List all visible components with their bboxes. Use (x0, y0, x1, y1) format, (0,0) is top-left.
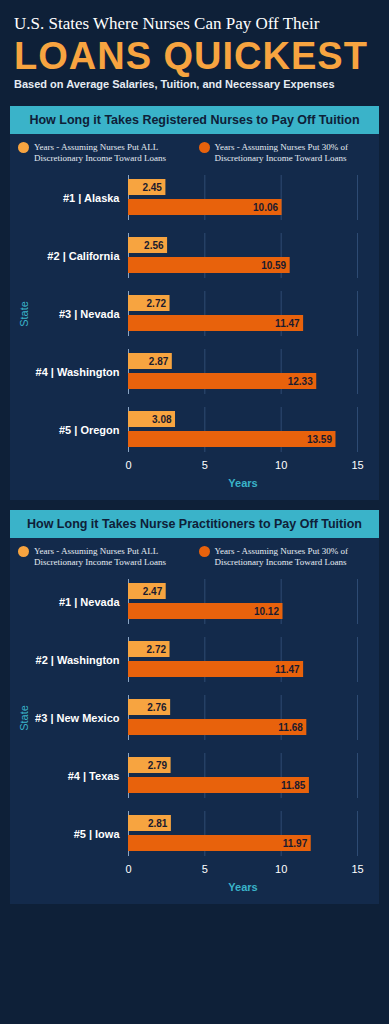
svg-text:#3 | Nevada: #3 | Nevada (59, 308, 120, 320)
svg-text:2.81: 2.81 (148, 818, 168, 829)
svg-text:13.59: 13.59 (307, 434, 332, 445)
svg-text:#1 | Nevada: #1 | Nevada (59, 596, 120, 608)
svg-text:2.47: 2.47 (143, 586, 163, 597)
svg-text:5: 5 (202, 459, 208, 471)
html-text:Years - Assuming Nurses Put AL: Years - Assuming Nurses Put ALL Discreti… (34, 142, 166, 163)
svg-text:2.76: 2.76 (147, 702, 167, 713)
svg-text:11.85: 11.85 (281, 780, 306, 791)
svg-text:State: State (18, 301, 30, 327)
svg-text:#5 | Iowa: #5 | Iowa (74, 828, 121, 840)
svg-text:2.72: 2.72 (147, 298, 167, 309)
html-text:U.S. States Where Nurses Can P: U.S. States Where Nurses Can Pay Off The… (14, 14, 320, 33)
svg-text:Years: Years (228, 881, 257, 893)
html-text:How Long it Takes Registered N: How Long it Takes Registered Nurses to P… (29, 113, 360, 127)
svg-text:10.06: 10.06 (253, 202, 278, 213)
svg-text:15: 15 (351, 863, 363, 875)
html-text:Years - Assuming Nurses Put 30: Years - Assuming Nurses Put 30% of Discr… (214, 546, 349, 567)
svg-text:#2 | Washington: #2 | Washington (36, 654, 120, 666)
svg-text:#2 | California: #2 | California (47, 250, 120, 262)
svg-text:2.72: 2.72 (147, 644, 167, 655)
html-text:How Long it Takes Nurse Practi: How Long it Takes Nurse Practitioners to… (27, 517, 362, 531)
svg-text:10: 10 (275, 459, 287, 471)
svg-text:5: 5 (202, 863, 208, 875)
svg-text:Years: Years (228, 477, 257, 489)
svg-text:2.79: 2.79 (148, 760, 168, 771)
html-text:Years - Assuming Nurses Put AL: Years - Assuming Nurses Put ALL Discreti… (34, 546, 166, 567)
svg-text:#1 | Alaska: #1 | Alaska (63, 192, 120, 204)
svg-text:#3 | New Mexico: #3 | New Mexico (35, 712, 120, 724)
svg-text:0: 0 (125, 459, 131, 471)
svg-text:2.87: 2.87 (149, 356, 169, 367)
svg-text:#4 | Texas: #4 | Texas (68, 770, 120, 782)
svg-text:2.56: 2.56 (144, 240, 164, 251)
svg-text:2.45: 2.45 (142, 182, 162, 193)
svg-text:#4 | Washington: #4 | Washington (36, 366, 120, 378)
svg-text:11.47: 11.47 (275, 664, 300, 675)
html-text:LOANS QUICKEST: LOANS QUICKEST (14, 35, 368, 77)
svg-text:0: 0 (125, 863, 131, 875)
svg-text:#5 | Oregon: #5 | Oregon (59, 424, 120, 436)
html-text:Based on Average Salaries, Tui: Based on Average Salaries, Tuition, and … (14, 78, 335, 90)
svg-text:10.12: 10.12 (254, 606, 279, 617)
html-text:Years - Assuming Nurses Put 30: Years - Assuming Nurses Put 30% of Discr… (214, 142, 349, 163)
svg-text:State: State (18, 705, 30, 731)
svg-text:12.33: 12.33 (288, 376, 313, 387)
svg-text:3.08: 3.08 (152, 414, 172, 425)
svg-text:11.68: 11.68 (278, 722, 303, 733)
svg-text:10.59: 10.59 (261, 260, 286, 271)
svg-text:15: 15 (351, 459, 363, 471)
svg-text:11.47: 11.47 (275, 318, 300, 329)
svg-text:10: 10 (275, 863, 287, 875)
svg-text:11.97: 11.97 (283, 838, 308, 849)
